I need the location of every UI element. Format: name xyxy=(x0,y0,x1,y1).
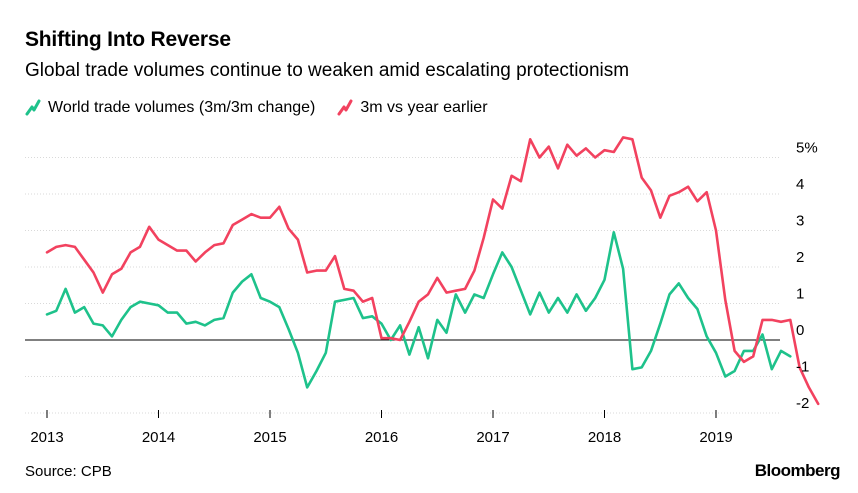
series-line-yoy xyxy=(45,136,820,406)
y-tick-label: -1 xyxy=(796,359,809,376)
legend-item-yoy: 3m vs year earlier xyxy=(337,99,488,117)
x-tick-label: 2014 xyxy=(142,429,175,446)
bloomberg-logo: Bloomberg xyxy=(754,461,841,480)
x-tick-label: 2019 xyxy=(699,429,732,446)
y-tick-label: 4 xyxy=(796,176,804,193)
x-tick-label: 2016 xyxy=(365,429,398,446)
chart-title: Shifting Into Reverse xyxy=(25,28,231,51)
x-tick-label: 2013 xyxy=(30,429,63,446)
legend-label-world-trade: World trade volumes (3m/3m change) xyxy=(48,99,316,116)
x-axis xyxy=(25,339,780,418)
y-tick-label: -2 xyxy=(796,395,809,412)
series-line-world-trade xyxy=(45,231,792,389)
legend-item-world-trade: World trade volumes (3m/3m change) xyxy=(25,99,315,117)
grid-lines xyxy=(25,157,780,414)
y-tick-label: 5% xyxy=(796,140,818,157)
y-tick-label: 0 xyxy=(796,322,804,339)
y-tick-label: 3 xyxy=(796,213,804,230)
legend-label-yoy: 3m vs year earlier xyxy=(360,99,488,116)
legend-swatch-green xyxy=(25,99,41,116)
x-tick-label: 2015 xyxy=(253,429,286,446)
x-tick-label: 2017 xyxy=(476,429,509,446)
chart-subtitle: Global trade volumes continue to weaken … xyxy=(25,60,630,81)
series-lines xyxy=(45,136,820,406)
tick-labels: 5% 4 3 2 1 0 -1 -2 2013 2014 2015 2016 2017 2018 2019 xyxy=(30,140,817,447)
source-note: Source: CPB xyxy=(25,463,112,480)
x-tick-label: 2018 xyxy=(588,429,621,446)
y-tick-label: 2 xyxy=(796,249,804,266)
legend-swatch-red xyxy=(337,99,353,116)
y-tick-label: 1 xyxy=(796,286,804,303)
legend: World trade volumes (3m/3m change) 3m vs… xyxy=(25,99,510,117)
